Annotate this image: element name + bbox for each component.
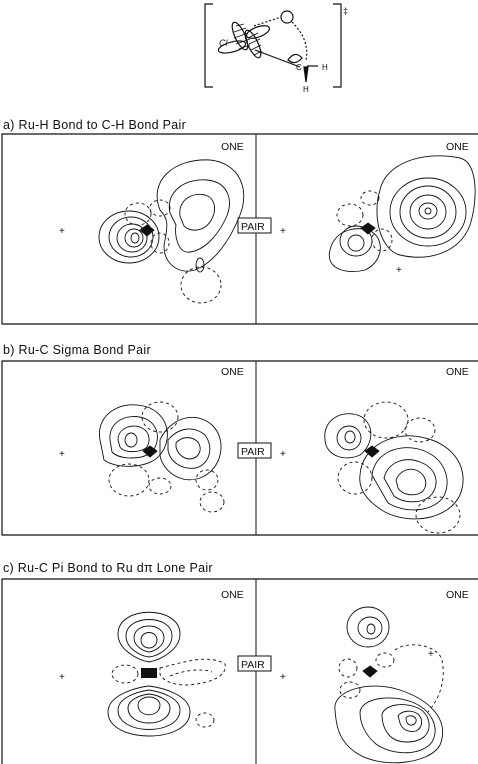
right-contours-dashed: [336, 190, 393, 252]
panel-frame: [1, 578, 478, 764]
panel-frame: [1, 133, 478, 325]
metal-orbital-lobes: [217, 21, 271, 59]
pair-box: [237, 442, 272, 459]
dotted-metal-to-h: [253, 16, 282, 27]
pair-label: PAIR: [241, 446, 265, 458]
pair-label: PAIR: [241, 659, 265, 671]
left-one-tag: ONE: [221, 589, 244, 601]
right-contours-solid: [324, 413, 464, 520]
charge-mark: ‡: [343, 6, 348, 16]
right-contours-solid: [328, 155, 476, 272]
right-plus-small: +: [428, 649, 434, 660]
section-a-panel: ONE ONE PAIR + +: [1, 133, 478, 325]
panel-frame: [1, 360, 478, 536]
left-one-tag: ONE: [221, 366, 244, 378]
right-nucleus: [360, 222, 376, 235]
carbon-lobe: [287, 53, 303, 64]
pair-box: [237, 217, 272, 234]
left-nucleus: [141, 668, 157, 678]
left-contours-solid: [107, 611, 191, 737]
right-one-tag: ONE: [446, 141, 469, 153]
left-contours-dashed: [108, 401, 225, 513]
section-c-title: c) Ru-C Pi Bond to Ru dπ Lone Pair: [3, 561, 213, 575]
bridging-h-circle: [280, 10, 294, 24]
h-label-right: H: [322, 63, 328, 72]
right-one-tag: ONE: [446, 366, 469, 378]
bracket-right: [333, 3, 342, 88]
section-b-title: b) Ru-C Sigma Bond Pair: [3, 343, 151, 357]
left-nucleus: [139, 224, 155, 237]
right-one-tag: ONE: [446, 589, 469, 601]
header-diagram: [204, 3, 342, 88]
right-contours-dashed: [338, 644, 444, 713]
section-a-title: a) Ru-H Bond to C-H Bond Pair: [3, 118, 186, 132]
atom-plus-right: +: [280, 672, 286, 683]
metal-to-carbon-bond: [254, 49, 301, 68]
left-contours-dashed: [111, 658, 226, 728]
h-label-bottom: H: [303, 85, 309, 94]
pair-label: PAIR: [241, 221, 265, 233]
atom-plus-right: +: [280, 226, 286, 237]
bracket-left: [204, 3, 213, 88]
right-nucleus: [362, 665, 378, 678]
atom-plus-left: +: [59, 226, 65, 237]
atom-plus-left: +: [59, 449, 65, 460]
left-contours-dashed: [124, 199, 222, 304]
left-one-tag: ONE: [221, 141, 244, 153]
left-contours-solid: [99, 404, 222, 481]
left-nucleus: [142, 445, 158, 458]
atom-plus-right: +: [280, 449, 286, 460]
section-b-panel: ONE ONE PAIR + +: [1, 360, 478, 536]
c-h-wedge: [303, 66, 309, 83]
pair-box: [237, 655, 272, 672]
cl-label: Cl: [219, 38, 228, 48]
right-nucleus: [364, 445, 380, 458]
right-contours-solid: [334, 606, 444, 764]
right-contours-dashed: [337, 401, 461, 534]
atom-plus-left: +: [59, 672, 65, 683]
right-plus-small: +: [396, 265, 402, 276]
carbon-label: C: [296, 63, 302, 72]
left-contours-solid: [98, 159, 245, 273]
section-c-panel: ONE ONE PAIR + +: [1, 578, 478, 764]
